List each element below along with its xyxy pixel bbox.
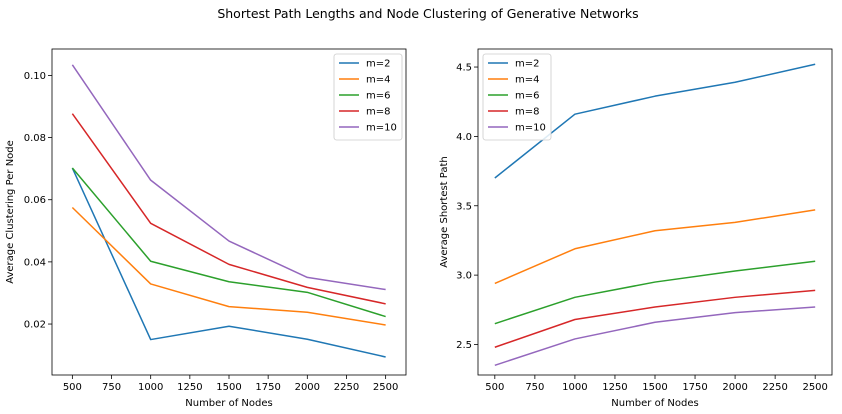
x-tick-label: 2500 bbox=[373, 382, 398, 393]
series-line-m6 bbox=[71, 167, 386, 318]
x-tick-label: 1000 bbox=[562, 382, 587, 393]
x-axis-label: Number of Nodes bbox=[611, 398, 698, 409]
clustering-chart: 500 750 1000 1250 1500 1750 2000 2250 2500 0.02 0.… bbox=[5, 48, 407, 409]
x-tick-label: 1000 bbox=[138, 382, 163, 393]
figure-title: Shortest Path Lengths and Node Clusterin… bbox=[217, 6, 638, 21]
x-tick-label: 2000 bbox=[722, 382, 747, 393]
legend-box bbox=[482, 53, 552, 141]
x-tick-label: 1750 bbox=[682, 382, 707, 393]
y-tick-label: 0.02 bbox=[24, 320, 46, 331]
series-line-m8 bbox=[494, 289, 816, 348]
x-tick-label: 2500 bbox=[802, 382, 827, 393]
y-tick-label: 0.10 bbox=[24, 71, 46, 82]
legend-label: m=6 bbox=[515, 91, 539, 102]
x-tick-label: 2000 bbox=[295, 382, 320, 393]
legend: m=2 m=4 m=6 m=8 m=10 bbox=[482, 53, 552, 141]
legend: m=2 m=4 m=6 m=8 m=10 bbox=[333, 53, 403, 141]
y-axis-label: Average Clustering Per Node bbox=[5, 140, 16, 284]
x-tick-label: 750 bbox=[525, 382, 544, 393]
legend-box bbox=[333, 53, 403, 141]
legend-label: m=8 bbox=[366, 107, 390, 118]
x-tick-label: 2250 bbox=[334, 382, 359, 393]
x-tick-label: 500 bbox=[63, 382, 82, 393]
y-axis-label: Average Shortest Path bbox=[439, 156, 450, 268]
series-line-m10 bbox=[494, 306, 816, 367]
shortest-path-chart: 500 750 1000 1250 1500 1750 2000 2250 2500 2.5 3.0… bbox=[439, 48, 833, 409]
y-tick-label: 4.5 bbox=[456, 63, 472, 74]
series-line-m8 bbox=[71, 113, 386, 305]
y-tick-label: 0.08 bbox=[24, 133, 46, 144]
legend-label: m=2 bbox=[366, 59, 390, 70]
series-line-m4 bbox=[71, 206, 386, 326]
legend-label: m=6 bbox=[366, 91, 390, 102]
y-tick-label: 0.04 bbox=[24, 257, 46, 268]
x-tick-label: 1500 bbox=[216, 382, 241, 393]
x-tick-label: 1250 bbox=[602, 382, 627, 393]
y-tick-label: 4.0 bbox=[456, 132, 472, 143]
x-tick-label: 2250 bbox=[762, 382, 787, 393]
series-line-m6 bbox=[494, 260, 816, 325]
x-tick-label: 750 bbox=[102, 382, 121, 393]
series-line-m10 bbox=[71, 64, 386, 291]
x-tick-label: 1500 bbox=[642, 382, 667, 393]
series-line-m4 bbox=[494, 209, 816, 285]
y-tick-label: 3.0 bbox=[456, 271, 472, 282]
x-tick-label: 500 bbox=[485, 382, 504, 393]
legend-label: m=10 bbox=[366, 123, 397, 134]
y-tick-label: 3.5 bbox=[456, 201, 472, 212]
y-tick-label: 0.06 bbox=[24, 195, 46, 206]
legend-label: m=2 bbox=[515, 59, 539, 70]
legend-label: m=8 bbox=[515, 107, 539, 118]
legend-label: m=4 bbox=[366, 75, 390, 86]
x-tick-label: 1250 bbox=[177, 382, 202, 393]
x-tick-label: 1750 bbox=[255, 382, 280, 393]
x-axis-label: Number of Nodes bbox=[185, 398, 272, 409]
legend-label: m=4 bbox=[515, 75, 539, 86]
legend-label: m=10 bbox=[515, 123, 546, 134]
series-line-m2 bbox=[71, 167, 386, 358]
y-tick-label: 2.5 bbox=[456, 340, 472, 351]
